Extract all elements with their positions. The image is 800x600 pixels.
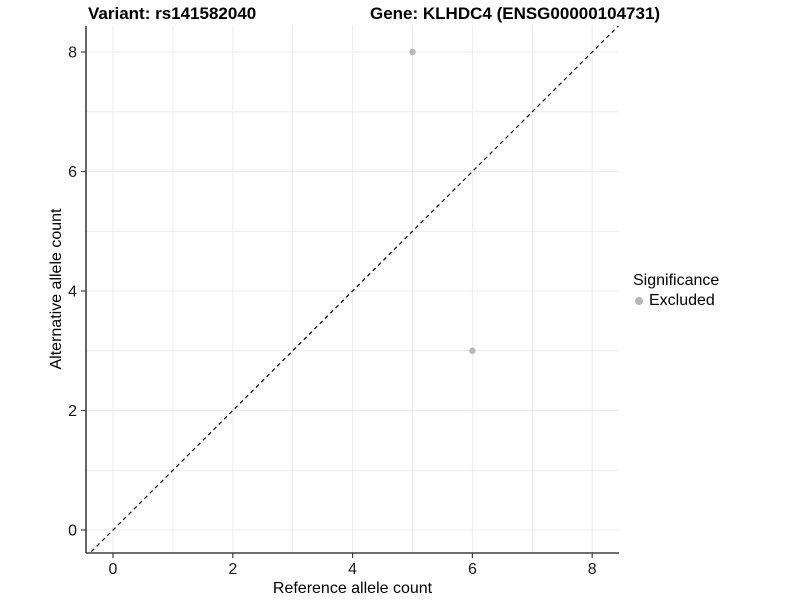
legend-item-label: Excluded [649, 292, 715, 309]
y-tick-label: 0 [68, 523, 77, 540]
legend-title: Significance [633, 272, 720, 289]
y-tick-label: 8 [68, 45, 77, 62]
y-tick-label: 6 [68, 164, 77, 181]
x-tick-label: 0 [109, 561, 118, 578]
x-tick-label: 4 [348, 561, 357, 578]
legend-item: Excluded [633, 292, 719, 310]
x-tick-label: 6 [468, 561, 477, 578]
plot-title-variant: Variant: rs141582040 [88, 4, 257, 23]
data-point [409, 48, 416, 56]
x-axis-title: Reference allele count [272, 580, 433, 597]
plot-title-gene: Gene: KLHDC4 (ENSG00000104731) [370, 4, 661, 23]
legend: Significance Excluded [633, 272, 719, 310]
data-point [469, 347, 476, 354]
x-tick-label: 8 [588, 561, 597, 578]
y-tick-label: 4 [68, 284, 77, 301]
x-tick-label: 2 [228, 561, 237, 578]
identity-line [89, 26, 619, 553]
y-axis-title: Alternative allele count [48, 208, 65, 370]
legend-point-icon [635, 297, 643, 305]
y-tick-label: 2 [68, 403, 77, 420]
